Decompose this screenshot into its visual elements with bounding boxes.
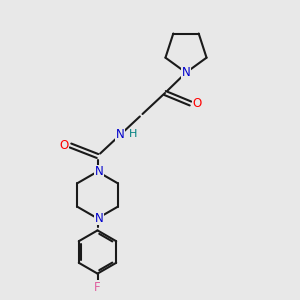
Text: N: N <box>182 66 190 79</box>
Text: F: F <box>94 281 101 294</box>
Text: O: O <box>59 139 68 152</box>
Text: N: N <box>94 212 103 225</box>
Text: O: O <box>193 97 202 110</box>
Text: N: N <box>116 128 124 142</box>
Text: N: N <box>94 165 103 178</box>
Text: H: H <box>128 129 137 140</box>
